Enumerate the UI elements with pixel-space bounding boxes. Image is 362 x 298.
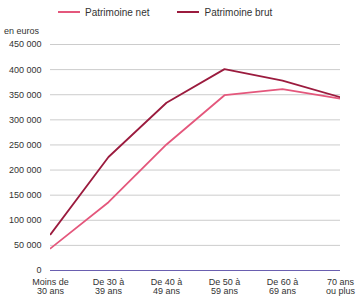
svg-text:50 000: 50 000 [14, 240, 42, 250]
svg-text:De 50 à59 ans: De 50 à59 ans [209, 277, 241, 296]
html-text:en euros: en euros [4, 26, 39, 36]
svg-text:De 30 à39 ans: De 30 à39 ans [93, 277, 125, 296]
svg-text:150 000: 150 000 [9, 190, 42, 200]
svg-text:200 000: 200 000 [9, 165, 42, 175]
svg-text:300 000: 300 000 [9, 115, 42, 125]
svg-text:De 60 à69 ans: De 60 à69 ans [267, 277, 299, 296]
svg-text:0: 0 [36, 265, 41, 275]
svg-text:70 ansou plus: 70 ansou plus [326, 277, 356, 296]
svg-text:450 000: 450 000 [9, 39, 42, 49]
svg-text:100 000: 100 000 [9, 215, 42, 225]
svg-text:400 000: 400 000 [9, 64, 42, 74]
html-text:Patrimoine brut: Patrimoine brut [204, 6, 273, 18]
svg-text:350 000: 350 000 [9, 90, 42, 100]
svg-text:De 40 à49 ans: De 40 à49 ans [151, 277, 183, 296]
html-text:Patrimoine net: Patrimoine net [85, 6, 150, 18]
svg-text:250 000: 250 000 [9, 140, 42, 150]
svg-text:Moins de30 ans: Moins de30 ans [32, 277, 69, 296]
